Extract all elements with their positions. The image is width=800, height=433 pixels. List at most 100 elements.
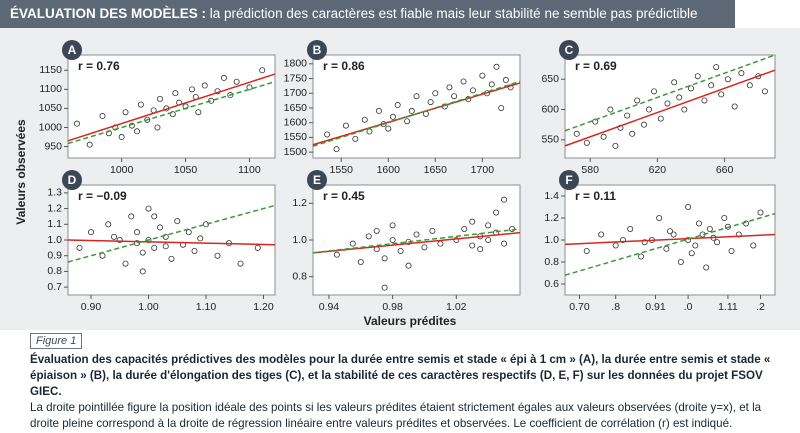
point [469, 87, 476, 94]
y-tick-label: 1500 [284, 146, 308, 158]
point [634, 97, 641, 104]
identity-line [564, 54, 776, 132]
point [724, 76, 731, 83]
y-axis-label: Valeurs observées [14, 119, 28, 225]
point [408, 107, 415, 114]
caption-bold: Évaluation des capacités prédictives des… [30, 353, 771, 398]
point [162, 243, 169, 250]
point [389, 236, 396, 243]
y-tick-label: 0.6 [544, 278, 559, 290]
y-tick-label: 1.0 [544, 234, 559, 246]
point [394, 102, 401, 109]
x-tick-label: 0.90 [81, 301, 102, 313]
correlation: r = 0.69 [575, 59, 617, 73]
correlation: r = 0.11 [575, 189, 616, 203]
point [201, 82, 208, 89]
point [493, 63, 500, 70]
point [118, 134, 125, 141]
y-tick-label: 0.8 [544, 256, 559, 268]
identity-line [312, 80, 521, 147]
point [195, 109, 202, 116]
point [381, 284, 388, 291]
x-tick-label: 0.91 [645, 301, 666, 313]
point [685, 203, 692, 210]
point [507, 84, 514, 91]
point [237, 260, 244, 267]
point [755, 73, 762, 80]
point [676, 94, 683, 101]
point [738, 70, 745, 77]
point [583, 247, 590, 254]
point [688, 250, 695, 257]
x-tick-label: 1000 [110, 164, 134, 176]
point [156, 95, 163, 102]
point [86, 141, 93, 148]
point [451, 93, 458, 100]
point [667, 228, 674, 235]
point [761, 88, 768, 95]
point [469, 218, 476, 225]
point [151, 213, 158, 220]
x-tick-label: 0.70 [569, 301, 590, 313]
panel-badge [559, 170, 579, 190]
x-tick-label: 1.20 [253, 301, 274, 313]
x-tick-label: 660 [716, 164, 734, 176]
point [133, 229, 140, 236]
point [469, 242, 476, 249]
point [501, 196, 508, 203]
header-text: la prédiction des caractères est fiable … [210, 6, 698, 21]
regression-line [67, 73, 276, 142]
point [498, 104, 505, 111]
point [191, 247, 198, 254]
point [139, 268, 146, 275]
point [573, 130, 580, 137]
y-tick-label: 1.2 [544, 212, 559, 224]
point [706, 225, 713, 232]
point [731, 103, 738, 110]
point [677, 258, 684, 265]
point [333, 251, 340, 258]
point [365, 233, 372, 240]
point [671, 79, 678, 86]
point [122, 109, 129, 116]
point [670, 231, 677, 238]
point [162, 233, 169, 240]
point [111, 233, 118, 240]
point [612, 142, 619, 149]
point [460, 78, 467, 85]
header-banner [0, 0, 735, 28]
y-tick-label: 600 [541, 103, 559, 115]
point [137, 101, 144, 108]
point [598, 231, 605, 238]
point [389, 113, 396, 120]
x-tick-label: 1.00 [138, 301, 159, 313]
point [429, 227, 436, 234]
point [427, 99, 434, 106]
point [728, 247, 735, 254]
y-tick-label: 0.8 [47, 265, 62, 277]
x-axis-label: Valeurs prédites [364, 314, 457, 328]
point [656, 214, 663, 221]
point [349, 240, 356, 247]
panel-letter: F [565, 173, 572, 187]
point [185, 229, 192, 236]
point [757, 209, 764, 216]
plot-area [564, 54, 776, 159]
point [361, 116, 368, 123]
correlation: r = 0.45 [323, 189, 365, 203]
point [664, 100, 671, 107]
point [485, 236, 492, 243]
panel-badge [559, 40, 579, 60]
panel-badge [62, 170, 82, 190]
points [333, 196, 516, 291]
point [342, 122, 349, 129]
point [421, 244, 428, 251]
point [385, 125, 392, 132]
point [373, 227, 380, 234]
panel-letter: A [68, 43, 77, 57]
point [156, 224, 163, 231]
point [638, 253, 645, 260]
point [600, 133, 607, 140]
y-tick-label: 1800 [284, 58, 308, 70]
